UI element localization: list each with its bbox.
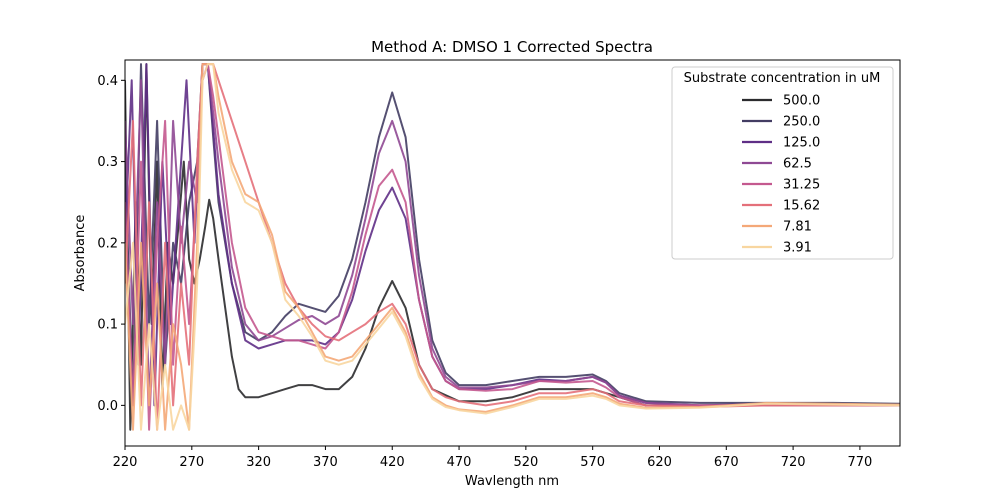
series-line-1 <box>125 63 900 407</box>
y-axis: 0.0 0.1 0.2 0.3 0.4 <box>97 74 125 414</box>
y-tick-label: 0.2 <box>97 236 118 251</box>
series-line-3 <box>125 63 900 407</box>
x-tick-label: 320 <box>246 455 271 470</box>
x-axis: 220 270 320 370 420 470 520 570 620 670 720 770 <box>113 446 872 470</box>
legend-box <box>671 66 894 260</box>
y-axis-title: Absorbance <box>73 215 88 292</box>
legend-label: 7.81 <box>783 220 812 235</box>
x-tick-label: 770 <box>847 455 872 470</box>
legend: Substrate concentration in uM 500.0 250.0… <box>671 66 894 260</box>
x-tick-label: 420 <box>380 455 405 470</box>
x-tick-label: 520 <box>513 455 538 470</box>
x-tick-label: 670 <box>714 455 739 470</box>
legend-label: 15.62 <box>783 199 820 214</box>
series-line-0 <box>125 63 900 431</box>
plot-frame <box>124 59 901 447</box>
x-tick-label: 270 <box>179 455 204 470</box>
legend-title: Substrate concentration in uM <box>684 71 881 86</box>
legend-label: 31.25 <box>783 178 820 193</box>
legend-label: 62.5 <box>783 157 812 172</box>
x-tick-label: 470 <box>447 455 472 470</box>
x-tick-label: 570 <box>580 455 605 470</box>
legend-label: 125.0 <box>783 136 820 151</box>
x-tick-label: 370 <box>313 455 338 470</box>
x-tick-label: 620 <box>647 455 672 470</box>
legend-label: 250.0 <box>783 115 820 130</box>
series-line-4 <box>125 63 900 431</box>
y-tick-label: 0.1 <box>97 318 118 333</box>
y-tick-label: 0.0 <box>97 399 118 414</box>
legend-items: 500.0 250.0 125.0 62.5 31.25 15.62 7.81 3.91 <box>742 94 820 256</box>
series-line-6 <box>125 63 900 431</box>
y-tick-label: 0.3 <box>97 155 118 170</box>
chart-title: Method A: DMSO 1 Corrected Spectra <box>371 38 653 56</box>
y-tick-label: 0.4 <box>97 74 118 89</box>
series-line-5 <box>125 63 900 431</box>
series-layer <box>125 63 900 431</box>
x-tick-label: 220 <box>113 455 138 470</box>
legend-label: 500.0 <box>783 94 820 109</box>
legend-label: 3.91 <box>783 241 812 256</box>
x-axis-title: Wavlength nm <box>465 474 559 489</box>
x-tick-label: 720 <box>781 455 806 470</box>
series-line-7 <box>125 63 900 431</box>
